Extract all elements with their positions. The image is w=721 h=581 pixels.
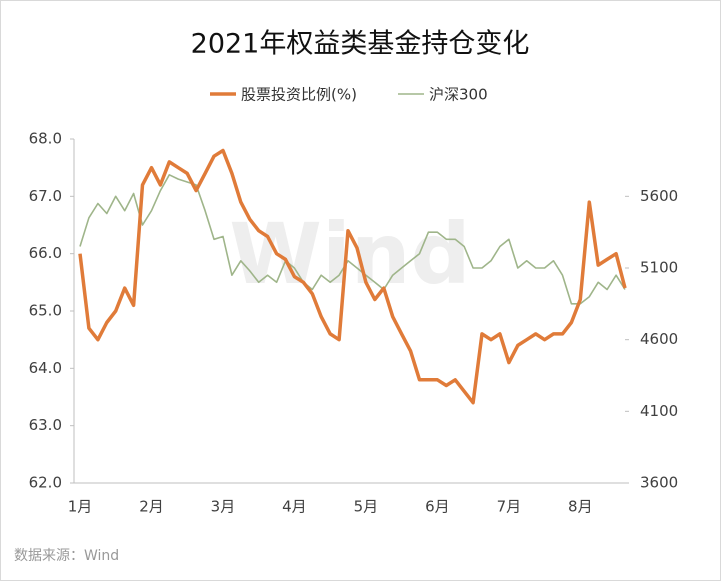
x-tick-label: 4月	[282, 498, 307, 516]
y-tick-label: 62.0	[29, 474, 62, 492]
x-tick-label: 2月	[139, 498, 164, 516]
y-tick-label: 67.0	[29, 187, 62, 205]
y-tick-label: 66.0	[29, 244, 62, 262]
x-tick-label: 3月	[211, 498, 236, 516]
watermark: Wind	[229, 205, 470, 303]
series-line	[78, 148, 627, 405]
legend-label: 沪深300	[429, 86, 488, 104]
y-tick-label: 64.0	[29, 359, 62, 377]
source-note: 数据来源：Wind	[14, 548, 119, 564]
y2-tick-label: 4600	[640, 330, 678, 348]
series-line	[79, 174, 626, 305]
x-tick-label: 5月	[354, 498, 379, 516]
y2-tick-label: 5600	[640, 187, 678, 205]
y2-tick-label: 4100	[640, 402, 678, 420]
y2-tick-label: 5100	[640, 259, 678, 277]
x-tick-label: 8月	[568, 498, 593, 516]
x-tick-label: 1月	[68, 498, 93, 516]
y-tick-label: 65.0	[29, 302, 62, 320]
y2-tick-label: 3600	[640, 474, 678, 492]
y-tick-label: 63.0	[29, 416, 62, 434]
x-tick-label: 7月	[497, 498, 522, 516]
y-tick-label: 68.0	[29, 130, 62, 148]
chart-title: 2021年权益类基金持仓变化	[191, 29, 530, 60]
x-tick-label: 6月	[425, 498, 450, 516]
legend-label: 股票投资比例(%)	[241, 86, 357, 104]
